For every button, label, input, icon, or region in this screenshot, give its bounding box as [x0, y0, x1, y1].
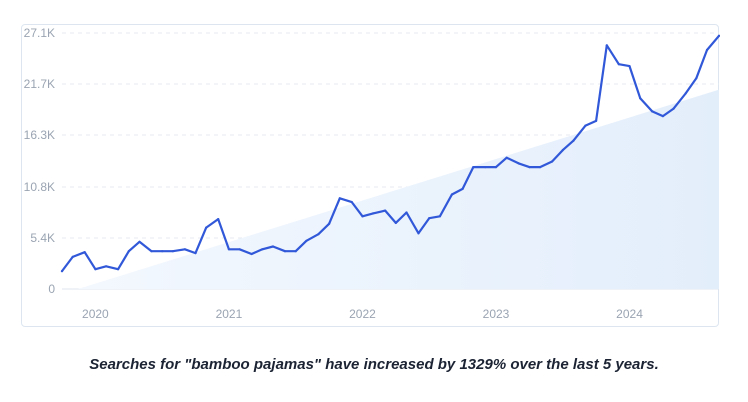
data-point — [317, 233, 320, 236]
data-point — [238, 248, 241, 251]
data-point — [505, 156, 508, 159]
data-point — [183, 248, 186, 251]
y-tick-label: 10.8K — [24, 180, 55, 194]
series-line — [60, 34, 720, 273]
axes: 0 5.4K 10.8K 16.3K 21.7K 27.1K 2020 2021 2022 202… — [24, 26, 644, 321]
data-point — [261, 248, 264, 251]
data-point — [83, 251, 86, 254]
data-point — [584, 124, 587, 127]
data-point — [628, 65, 631, 68]
data-point — [517, 162, 520, 165]
data-point — [361, 215, 364, 218]
data-point — [494, 166, 498, 169]
data-point — [672, 107, 675, 110]
data-point — [271, 245, 275, 248]
data-point — [250, 252, 253, 256]
data-point — [605, 44, 608, 47]
y-tick-label: 21.7K — [24, 77, 55, 91]
data-point — [71, 255, 74, 258]
data-point — [105, 265, 108, 268]
data-point — [428, 217, 431, 220]
x-tick-label: 2024 — [616, 307, 643, 321]
trend-triangle — [78, 89, 719, 289]
data-point — [417, 232, 420, 235]
data-point — [94, 268, 97, 271]
y-tick-label: 16.3K — [24, 128, 55, 142]
data-point — [384, 209, 387, 212]
line-chart: 0 5.4K 10.8K 16.3K 21.7K 27.1K 2020 2021 2022 202… — [24, 26, 720, 321]
data-point — [117, 268, 120, 271]
data-point — [171, 250, 174, 253]
data-point — [372, 212, 375, 215]
data-point — [461, 187, 464, 190]
data-point — [305, 239, 308, 242]
x-tick-label: 2020 — [82, 307, 109, 321]
data-point — [328, 222, 331, 225]
x-tick-label: 2023 — [483, 307, 510, 321]
data-point — [283, 250, 287, 253]
data-point — [528, 166, 531, 169]
data-point — [539, 166, 542, 169]
data-point — [394, 221, 397, 224]
trend-area — [78, 89, 719, 289]
data-point — [294, 250, 297, 253]
data-point — [450, 193, 453, 196]
x-tick-label: 2022 — [349, 307, 376, 321]
data-point — [695, 77, 698, 80]
data-point — [472, 166, 475, 169]
data-point — [161, 250, 164, 253]
data-point — [617, 63, 620, 66]
x-tick-label: 2021 — [216, 307, 243, 321]
data-point — [127, 250, 130, 253]
data-point — [138, 240, 141, 243]
y-tick-label: 0 — [48, 282, 55, 296]
data-point — [661, 115, 665, 118]
data-point — [405, 211, 408, 214]
data-point — [205, 226, 208, 229]
data-point — [705, 48, 709, 52]
data-point — [60, 270, 64, 273]
data-point — [217, 218, 220, 221]
data-point — [717, 34, 720, 37]
data-point — [551, 160, 554, 163]
data-point — [572, 139, 575, 142]
data-point — [684, 92, 687, 95]
data-point — [350, 201, 353, 204]
chart-card: 0 5.4K 10.8K 16.3K 21.7K 27.1K 2020 2021 2022 202… — [21, 24, 720, 327]
data-point — [561, 149, 564, 152]
series-layer — [60, 34, 720, 273]
data-point — [194, 252, 197, 255]
data-point — [338, 197, 341, 200]
data-point — [639, 97, 642, 100]
y-tick-label: 27.1K — [24, 26, 55, 40]
data-point — [595, 119, 598, 122]
data-point — [651, 110, 654, 113]
data-point — [484, 166, 487, 169]
data-point — [150, 250, 153, 253]
data-point — [438, 215, 441, 218]
chart-caption: Searches for "bamboo pajamas" have incre… — [89, 356, 659, 373]
data-point — [227, 248, 230, 251]
y-tick-label: 5.4K — [30, 231, 55, 245]
